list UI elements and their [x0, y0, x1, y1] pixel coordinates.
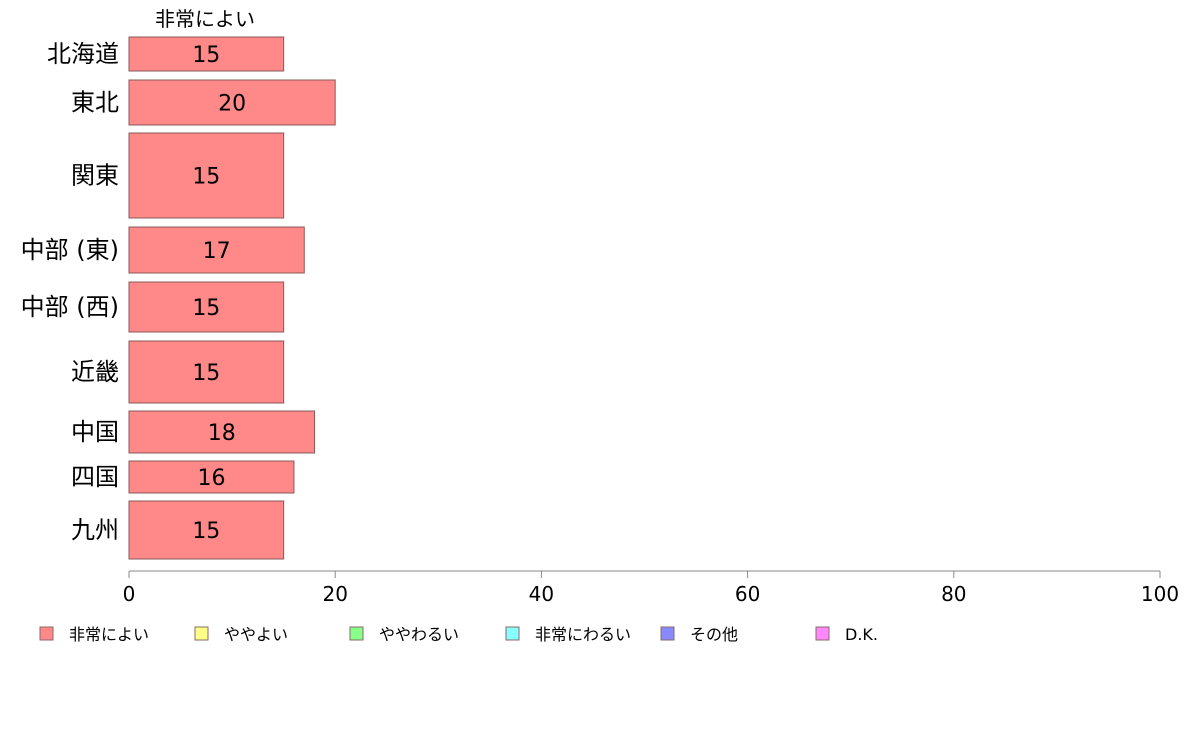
bar-value-label: 15	[192, 296, 220, 321]
bar-value-label: 17	[203, 239, 231, 264]
legend-label: ややよい	[224, 625, 288, 644]
legend: 非常によい ややよい ややわるい 非常にわるい その他 D.K.	[39, 625, 878, 644]
bar	[128, 132, 285, 219]
category-label: 関東	[71, 162, 119, 190]
legend-swatch	[349, 626, 364, 641]
legend-label: D.K.	[845, 625, 878, 644]
bar-value-label: 18	[208, 421, 236, 446]
x-tick-label: 60	[735, 582, 760, 606]
legend-swatch	[815, 626, 830, 641]
category-label: 中部 (西)	[21, 293, 119, 321]
x-axis: 0 20 40 60 80 100	[123, 570, 1179, 606]
category-label: 九州	[71, 516, 119, 544]
bar-value-label: 15	[192, 165, 220, 190]
bar	[128, 410, 316, 454]
category-label: 近畿	[71, 358, 119, 386]
legend-swatch	[39, 626, 54, 641]
x-tick-label: 0	[123, 582, 136, 606]
bar	[128, 79, 336, 126]
category-label: 東北	[71, 89, 119, 117]
x-tick-label: 40	[529, 582, 554, 606]
bar	[128, 281, 285, 333]
legend-label: 非常によい	[69, 625, 149, 644]
legend-swatch	[194, 626, 209, 641]
x-tick-label: 20	[322, 582, 347, 606]
bar	[128, 36, 285, 72]
bar-value-label: 20	[218, 92, 246, 117]
category-label: 四国	[71, 463, 119, 491]
legend-label: 非常にわるい	[535, 625, 631, 644]
legend-label: ややわるい	[379, 625, 459, 644]
series-top-label: 非常によい	[155, 7, 255, 31]
legend-label: その他	[690, 625, 738, 644]
bar	[128, 500, 285, 560]
legend-swatch	[505, 626, 520, 641]
bar-value-label: 15	[192, 519, 220, 544]
bar	[128, 340, 285, 404]
category-label: 中国	[71, 418, 119, 446]
bar-value-label: 16	[197, 466, 225, 491]
x-tick-label: 80	[941, 582, 966, 606]
category-label: 中部 (東)	[21, 236, 119, 264]
bar	[128, 460, 295, 494]
bar	[128, 226, 305, 274]
bar-value-label: 15	[192, 43, 220, 68]
bars-layer: 北海道 15 東北 20 関東 15 中部 (東) 17 中部 (西) 15 近畿 15 中国 18 四国 1…	[21, 36, 336, 560]
x-tick-label: 100	[1141, 582, 1179, 606]
legend-swatch	[660, 626, 675, 641]
category-label: 北海道	[47, 40, 119, 68]
bar-value-label: 15	[192, 361, 220, 386]
